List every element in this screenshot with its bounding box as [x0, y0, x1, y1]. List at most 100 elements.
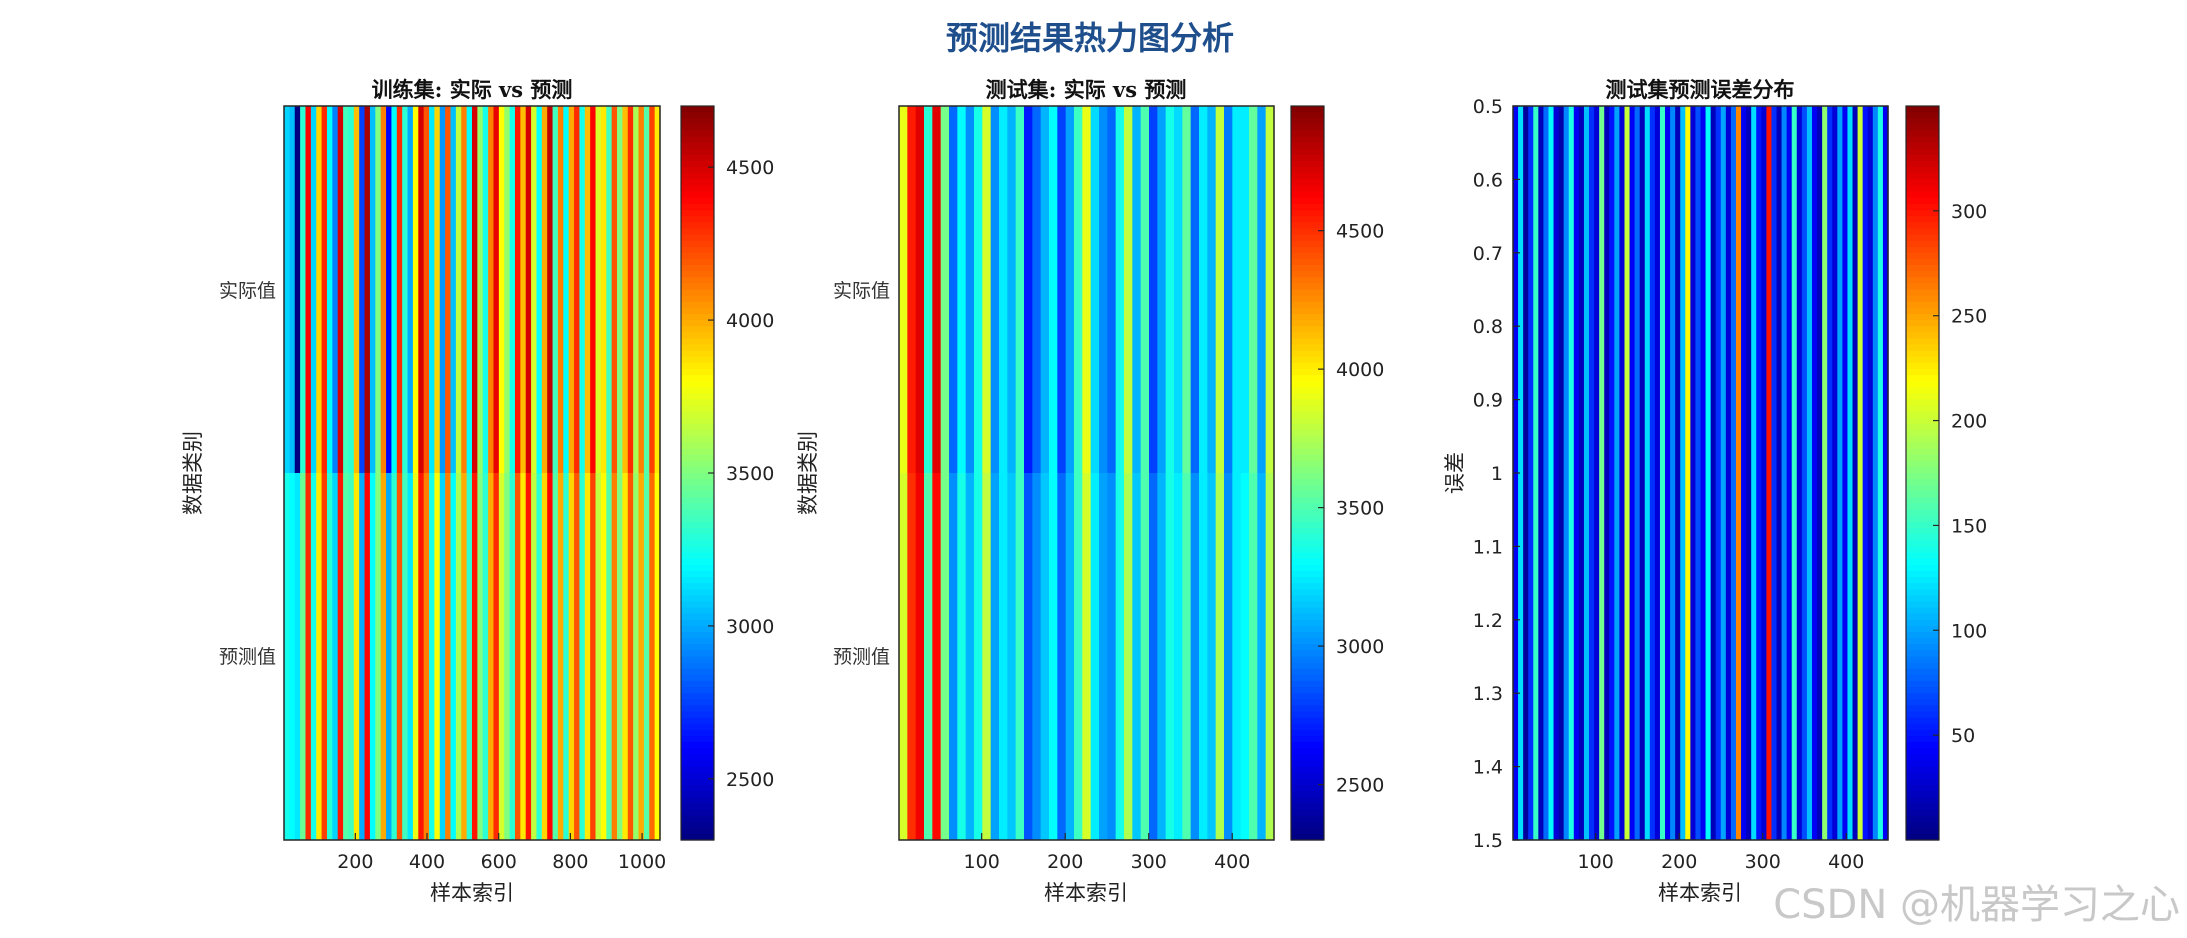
- colorbar-segment: [681, 656, 714, 664]
- heatmap-cell: [541, 106, 548, 473]
- y-tick-label: 0.7: [1473, 243, 1503, 265]
- heatmap-cell: [332, 473, 339, 840]
- colorbar-segment: [681, 191, 714, 199]
- colorbar-segment: [1291, 540, 1324, 547]
- colorbar-segment: [1906, 362, 1939, 370]
- heatmap-cell: [353, 106, 360, 473]
- colorbar-segment: [1291, 546, 1324, 554]
- heatmap-cell: [1852, 106, 1859, 840]
- colorbar-segment: [1906, 289, 1939, 297]
- colorbar-segment: [681, 234, 714, 242]
- heatmap-cell: [1756, 106, 1762, 840]
- heatmap-cell: [477, 106, 484, 473]
- colorbar-segment: [1906, 552, 1939, 560]
- colorbar-segment: [1291, 491, 1324, 499]
- colorbar-segment: [1906, 277, 1939, 284]
- y-tick-label: 1: [1491, 463, 1503, 485]
- heatmap-cell: [907, 106, 917, 473]
- heatmap-cell: [305, 106, 312, 473]
- colorbar-segment: [681, 399, 714, 407]
- colorbar-segment: [681, 240, 714, 248]
- heatmap-cell: [1619, 106, 1626, 840]
- colorbar-segment: [1291, 424, 1324, 431]
- heatmap-cell: [1107, 106, 1117, 473]
- heatmap-cell: [643, 106, 650, 473]
- heatmap-cell: [1614, 106, 1621, 840]
- colorbar-segment: [681, 252, 714, 260]
- colorbar-segment: [1906, 375, 1939, 382]
- heatmap-cell: [418, 473, 425, 840]
- heatmap-cell: [1604, 106, 1610, 840]
- colorbar-segment: [1291, 332, 1324, 340]
- heatmap-cell: [1634, 106, 1641, 840]
- colorbar-segment: [1291, 411, 1324, 419]
- colorbar-segment: [681, 350, 714, 358]
- colorbar-segment: [1291, 632, 1324, 639]
- colorbar-segment: [1906, 454, 1939, 462]
- colorbar-segment: [1291, 760, 1324, 768]
- colorbar-segment: [681, 528, 714, 535]
- colorbar-segment: [1906, 815, 1939, 823]
- heatmap-cell: [982, 473, 992, 840]
- colorbar-segment: [1291, 161, 1324, 168]
- colorbar-segment: [1291, 662, 1324, 670]
- colorbar-segment: [1906, 613, 1939, 621]
- heatmap-cell: [407, 106, 414, 473]
- heatmap-cell: [1265, 473, 1275, 840]
- colorbar-segment: [681, 106, 714, 113]
- panel-title: 测试集: 实际 vs 预测: [986, 77, 1187, 102]
- colorbar-segment: [681, 344, 714, 352]
- colorbar-segment: [1291, 387, 1324, 395]
- heatmap-cell: [310, 106, 317, 473]
- heatmap-cell: [595, 473, 602, 840]
- heatmap-cell: [563, 106, 570, 473]
- heatmap-cell: [380, 106, 387, 473]
- heatmap-cell: [536, 106, 543, 473]
- heatmap-cell: [509, 106, 516, 473]
- plot-frame: [283, 105, 661, 841]
- y-tick-label: 1.5: [1473, 830, 1503, 852]
- heatmap-cell: [1599, 106, 1605, 840]
- heatmap-cell: [1589, 106, 1595, 840]
- colorbar-segment: [681, 521, 714, 529]
- colorbar-segment: [681, 772, 714, 780]
- colorbar-segment: [1906, 656, 1939, 664]
- colorbar-segment: [1906, 436, 1939, 444]
- heatmap-cell: [547, 473, 554, 840]
- heatmap-cell: [1659, 106, 1666, 840]
- heatmap-cell: [504, 106, 511, 473]
- heatmap-cell: [1199, 106, 1208, 473]
- colorbar-segment: [1291, 503, 1324, 511]
- colorbar-segment: [1906, 503, 1939, 511]
- heatmap-cell: [445, 106, 452, 473]
- heatmap-cell: [633, 473, 640, 840]
- colorbar-segment: [1906, 509, 1939, 517]
- colorbar-segment: [1291, 668, 1324, 676]
- colorbar-segment: [681, 387, 714, 395]
- heatmap-cell: [1735, 106, 1742, 840]
- heatmap-cell: [1832, 106, 1838, 840]
- colorbar-segment: [1291, 821, 1324, 829]
- heatmap-cell: [300, 106, 307, 473]
- colorbar-segment: [1906, 827, 1939, 835]
- heatmap-cell: [386, 106, 393, 473]
- colorbar-segment: [681, 265, 714, 272]
- colorbar-segment: [1291, 564, 1324, 572]
- colorbar-segment: [1291, 136, 1324, 144]
- colorbar-segment: [1906, 313, 1939, 321]
- colorbar-segment: [1291, 601, 1324, 609]
- heatmap-cell: [654, 106, 661, 473]
- heatmap-cell: [552, 473, 559, 840]
- colorbar-segment: [1906, 191, 1939, 199]
- colorbar-segment: [681, 148, 714, 156]
- colorbar-segment: [1291, 650, 1324, 658]
- colorbar-segment: [1906, 473, 1939, 480]
- colorbar-segment: [1906, 625, 1939, 633]
- heatmap-cell: [1695, 106, 1702, 840]
- colorbar-segment: [1906, 521, 1939, 529]
- heatmap-cell: [1199, 473, 1208, 840]
- colorbar-frame: [1290, 105, 1325, 841]
- heatmap-cell: [1629, 106, 1636, 840]
- colorbar-segment: [681, 448, 714, 456]
- heatmap-cell: [622, 473, 629, 840]
